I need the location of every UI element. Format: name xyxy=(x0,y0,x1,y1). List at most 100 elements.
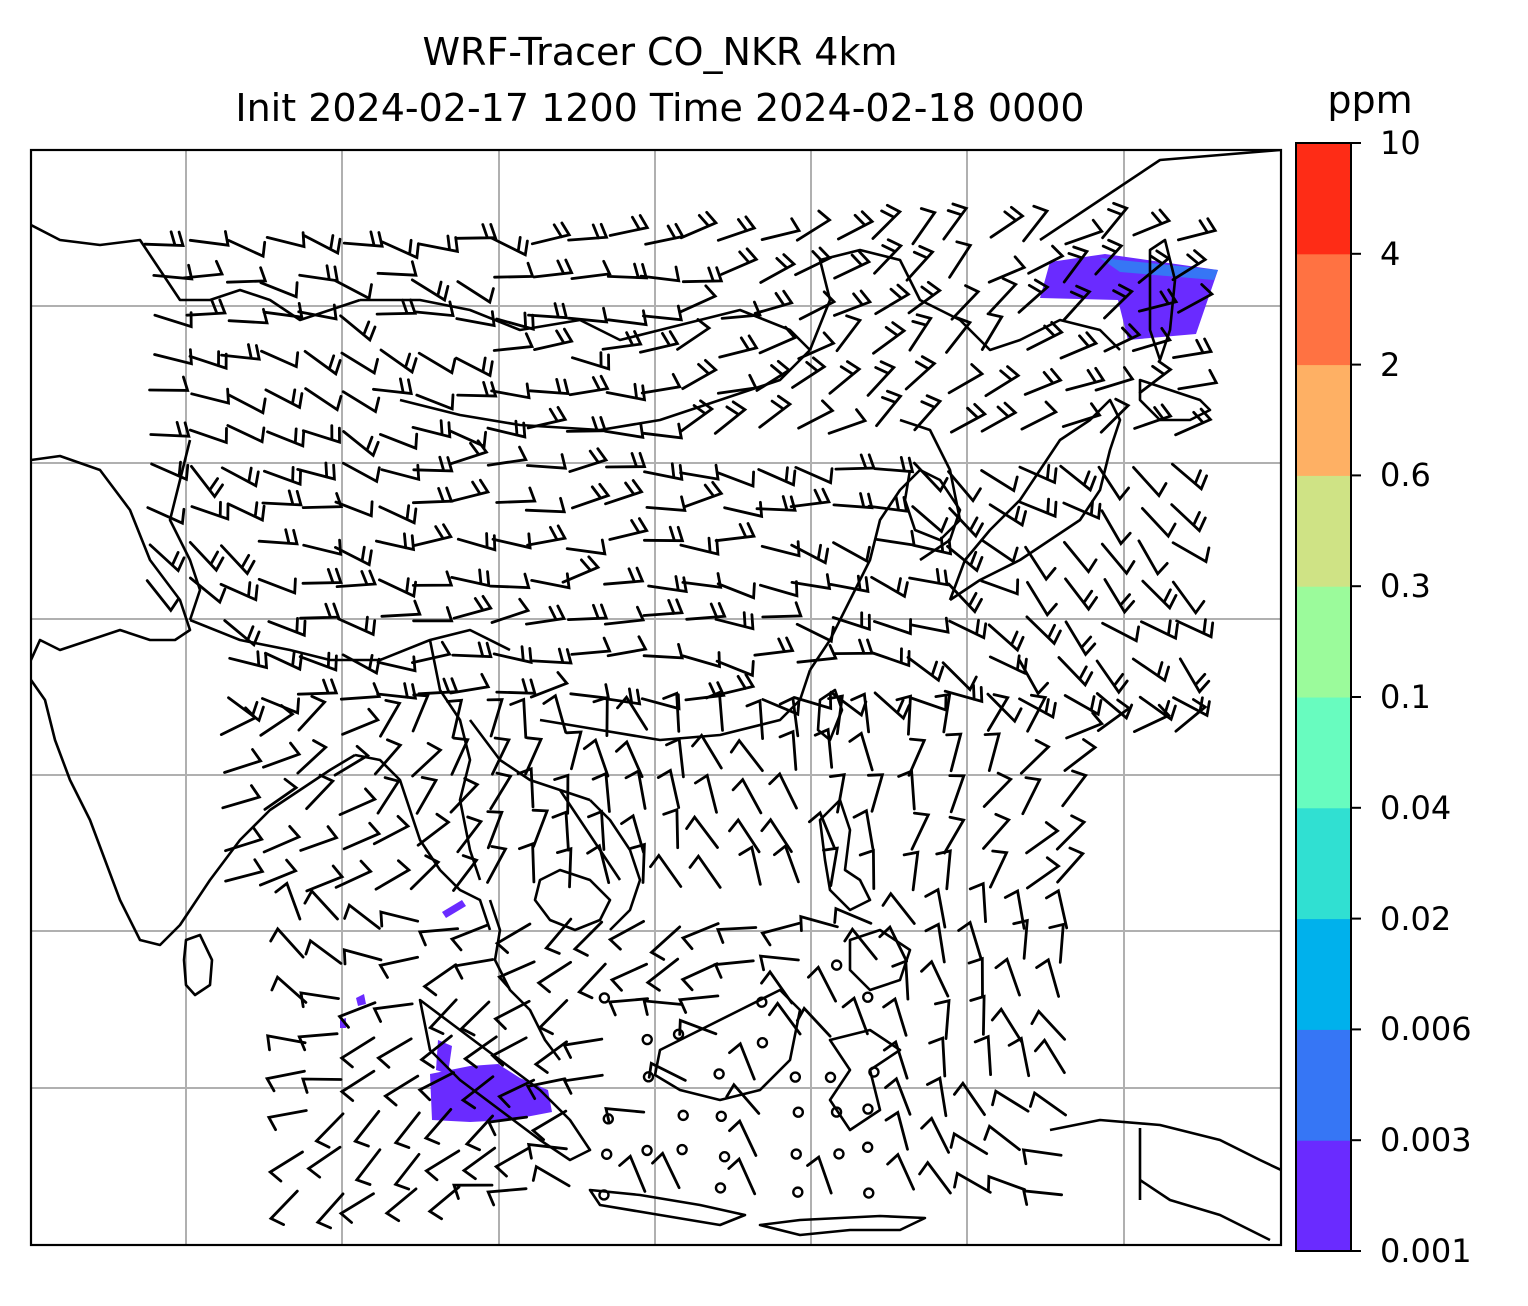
wind-barb xyxy=(1018,463,1058,485)
wind-barb xyxy=(148,543,186,573)
wind-barb xyxy=(1023,368,1063,396)
colorbar-segment xyxy=(1296,475,1351,587)
wind-barb xyxy=(725,1082,761,1115)
wind-barb xyxy=(305,864,345,893)
calm-wind-marker xyxy=(642,1071,655,1083)
wind-barb xyxy=(789,487,831,508)
wind-barb xyxy=(220,343,261,361)
calm-wind-marker xyxy=(792,1106,805,1118)
wind-barb xyxy=(852,808,875,850)
wind-barb xyxy=(1024,545,1057,582)
colorbar-segment xyxy=(1296,1140,1351,1252)
wind-barb xyxy=(760,817,793,853)
wind-barb xyxy=(908,568,949,587)
wind-barb xyxy=(1063,540,1098,574)
wind-barb xyxy=(1101,201,1130,240)
wind-barb xyxy=(1099,397,1131,434)
wind-barb xyxy=(987,1174,1026,1192)
calm-wind-marker xyxy=(598,992,611,1004)
wind-barb xyxy=(338,787,378,816)
wind-barb xyxy=(153,311,193,329)
wind-barb xyxy=(1141,507,1177,539)
coastline-borneo xyxy=(653,988,802,1102)
colorbar-segment xyxy=(1296,253,1351,366)
wind-barb xyxy=(1062,245,1090,284)
wind-barb xyxy=(681,651,721,669)
wind-barb xyxy=(828,773,846,814)
wind-barb xyxy=(303,888,339,921)
wind-barb xyxy=(380,463,421,482)
calm-wind-marker xyxy=(833,1148,845,1160)
wind-barb xyxy=(224,826,264,853)
wind-barb xyxy=(967,956,984,999)
wind-barb xyxy=(375,532,416,552)
wind-barb xyxy=(624,768,647,810)
wind-barb xyxy=(843,926,878,961)
plot-title-line-2: Init 2024-02-17 1200 Time 2024-02-18 000… xyxy=(235,86,1085,130)
wind-barb xyxy=(340,351,379,376)
wind-barb xyxy=(731,777,763,815)
wind-barb xyxy=(684,681,726,702)
wind-barb xyxy=(912,461,949,494)
wind-barb xyxy=(274,881,302,921)
wind-barb xyxy=(393,1111,421,1149)
wind-barb xyxy=(427,998,458,1035)
wind-barb xyxy=(1012,918,1029,960)
wind-barb xyxy=(1137,539,1169,577)
wind-barb xyxy=(761,698,801,717)
wind-barb xyxy=(1029,1090,1067,1117)
graticule xyxy=(31,150,1281,1245)
wind-barb xyxy=(713,959,755,979)
wind-barb xyxy=(491,532,532,550)
wind-barb xyxy=(486,1187,528,1207)
wind-barb xyxy=(262,741,302,769)
wind-barb xyxy=(790,573,832,591)
wind-barb xyxy=(592,695,609,737)
colorbar-tick-label: 0.001 xyxy=(1380,1232,1472,1270)
wind-barb xyxy=(907,737,927,777)
wind-barb xyxy=(567,603,609,621)
wind-barb xyxy=(629,842,646,884)
wind-barb xyxy=(486,1115,528,1137)
wind-barb xyxy=(980,469,1019,493)
wind-barb xyxy=(1063,738,1098,772)
wind-barb xyxy=(1026,856,1061,890)
border-manchuria xyxy=(808,248,1121,352)
wind-barb xyxy=(642,598,684,617)
wind-barb xyxy=(570,259,612,280)
wind-barb xyxy=(565,538,607,556)
wind-barb xyxy=(568,447,609,473)
wind-barb xyxy=(267,1150,304,1183)
wind-barb xyxy=(605,451,647,469)
wind-barb xyxy=(727,1156,757,1196)
wind-barb xyxy=(607,997,650,1017)
calm-wind-marker xyxy=(714,1182,727,1194)
coastline-russia-east xyxy=(1039,150,1281,242)
map-frame xyxy=(29,148,1283,1247)
calm-wind-marker xyxy=(718,1151,731,1163)
wind-barb xyxy=(219,581,259,602)
wind-barb xyxy=(220,466,260,488)
wind-barb xyxy=(871,203,903,240)
calm-wind-marker xyxy=(862,991,874,1003)
wind-barb xyxy=(642,999,684,1016)
wind-barb xyxy=(190,500,230,521)
wind-barb xyxy=(553,773,570,815)
wind-barb xyxy=(604,1107,646,1124)
wind-barb xyxy=(866,360,897,397)
wind-barb xyxy=(296,678,339,696)
wind-barb xyxy=(571,351,611,371)
wind-barb xyxy=(643,462,684,482)
wind-barb xyxy=(1056,846,1086,884)
wind-barb xyxy=(486,845,508,884)
wind-barb xyxy=(681,572,723,589)
wind-barb xyxy=(928,1036,947,1078)
coastline-bay-of-bengal xyxy=(354,753,492,931)
border-laos xyxy=(558,789,622,881)
wind-barb xyxy=(530,1109,568,1142)
wind-barb xyxy=(798,290,837,321)
wind-barb xyxy=(188,427,228,445)
wind-barb xyxy=(1103,578,1136,615)
wind-barb xyxy=(982,771,1014,808)
